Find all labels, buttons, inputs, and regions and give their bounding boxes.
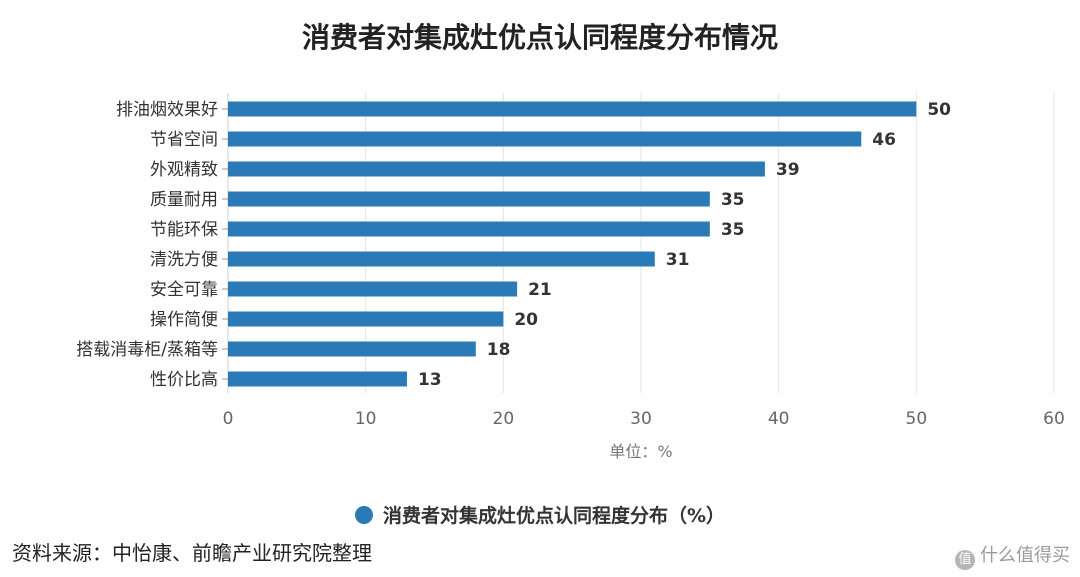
x-tick-label: 40 [768,409,790,429]
data-label: 50 [927,100,951,120]
watermark-text: 什么值得买 [980,545,1070,566]
x-axis-label: 单位：% [609,442,672,461]
bar[interactable] [228,101,917,117]
bar[interactable] [228,281,518,297]
legend-marker [354,506,373,524]
bar[interactable] [228,161,765,177]
category-label: 搭载消毒柜/蒸箱等 [76,340,218,360]
bar[interactable] [228,341,476,357]
category-label: 质量耐用 [150,190,218,210]
x-tick-label: 60 [1043,409,1065,429]
data-label: 35 [721,220,745,240]
bar[interactable] [228,221,710,237]
data-label: 21 [528,280,552,300]
category-label: 排油烟效果好 [116,100,218,120]
x-tick-label: 20 [493,409,515,429]
data-label: 46 [872,130,896,150]
category-label: 操作简便 [150,310,218,330]
data-label: 18 [487,340,511,360]
x-tick-label: 10 [355,409,377,429]
category-axis [222,93,229,393]
chart-title: 消费者对集成灶优点认同程度分布情况 [301,21,778,54]
legend-label: 消费者对集成灶优点认同程度分布（%） [382,505,726,527]
data-label: 20 [514,310,538,330]
watermark: 值什么值得买 [955,541,1070,570]
category-label: 节能环保 [150,220,218,240]
category-label: 节省空间 [150,130,218,150]
category-label: 外观精致 [150,160,218,180]
category-label: 安全可靠 [150,280,218,300]
x-tick-labels: 0 10 20 30 40 50 60 [223,409,1065,429]
watermark-logo-icon: 值 [955,550,975,570]
data-label: 35 [721,190,745,210]
data-label: 39 [776,160,800,180]
x-tick-label: 0 [223,409,234,429]
bar[interactable] [228,131,862,147]
category-label: 性价比高 [150,370,218,390]
bars [228,101,917,387]
x-tick-label: 30 [630,409,652,429]
source-note: 资料来源：中怡康、前瞻产业研究院整理 [12,541,372,565]
bar[interactable] [228,191,710,207]
category-label: 清洗方便 [150,250,218,270]
category-labels: 排油烟效果好节省空间外观精致质量耐用节能环保清洗方便安全可靠操作简便搭载消毒柜/… [76,100,218,390]
bar[interactable] [228,251,655,267]
legend[interactable]: 消费者对集成灶优点认同程度分布（%） [0,501,1080,528]
data-label: 13 [418,370,442,390]
x-tick-label: 50 [906,409,928,429]
bar[interactable] [228,311,504,327]
data-label: 31 [666,250,690,270]
bar[interactable] [228,371,407,387]
